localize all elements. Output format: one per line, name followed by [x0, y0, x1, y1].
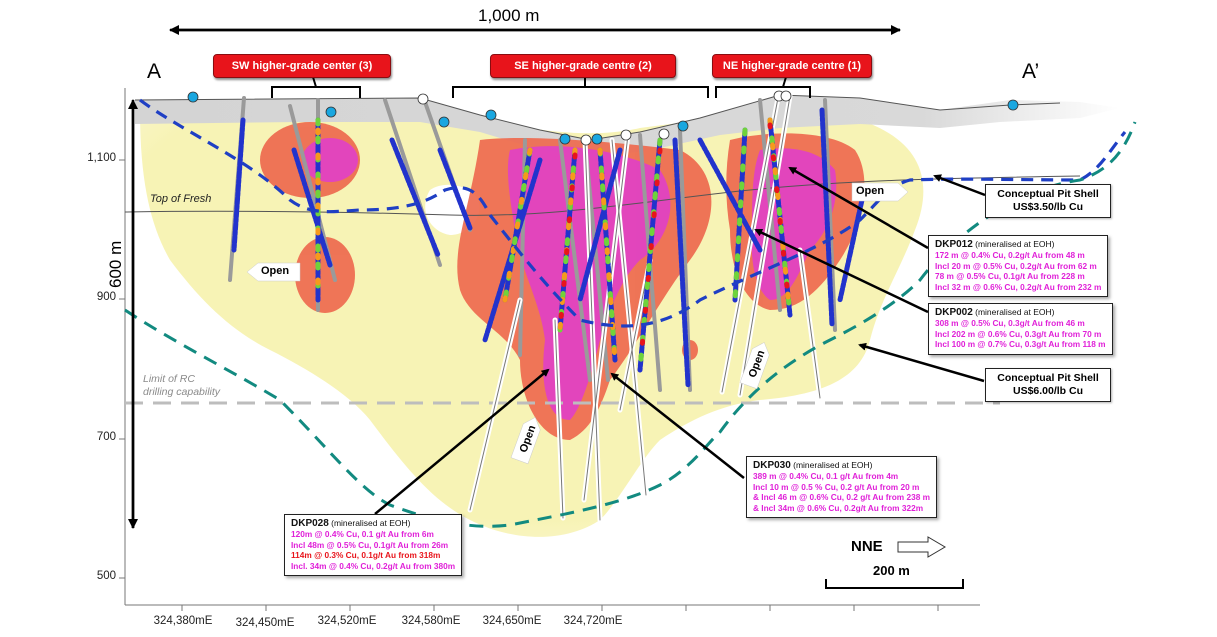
centre-brackets [271, 76, 811, 98]
y-tick: 500 [96, 570, 116, 582]
drillhole-callout-dkp030: DKP030 (mineralised at EOH) 389 m @ 0.4%… [746, 456, 937, 519]
pit-shell-600 [124, 121, 1137, 528]
intercept: Incl 48m @ 0.5% Cu, 0.1g/t Au from 26m [291, 539, 449, 550]
section-end-label: A’ [1022, 60, 1040, 83]
height-annotation: 600 m [106, 240, 125, 288]
x-tick: 324,720mE [563, 615, 623, 627]
intercept: 120m @ 0.4% Cu, 0.1 g/t Au from 6m [291, 529, 434, 540]
rc-limit-line2: drilling capability [143, 386, 221, 398]
x-tick: 324,520mE [317, 615, 377, 627]
pit-shell-600-title: Conceptual Pit Shell [997, 372, 1099, 384]
pit-shell-350-label: Conceptual Pit Shell US$3.50/lb Cu [985, 184, 1111, 218]
open-tags [246, 182, 909, 465]
x-tick: 324,450mE [235, 617, 295, 629]
intercept: Incl 100 m @ 0.7% Cu, 0.3g/t Au from 118… [935, 339, 1106, 350]
drillhole-id: DKP030 [753, 460, 791, 471]
x-tick: 324,380mE [153, 615, 213, 627]
centre-label-sw: SW higher-grade center (3) [213, 54, 391, 78]
section-start-label: A [147, 60, 162, 83]
drill-traces [228, 93, 865, 523]
drillhole-id: DKP028 [291, 518, 329, 529]
scale-bar [825, 579, 964, 589]
intercept: Incl. 34m @ 0.4% Cu, 0.2g/t Au from 380m [291, 560, 456, 571]
y-tick: 700 [96, 431, 116, 443]
open-label-east: Open [856, 185, 885, 197]
intercept: 172 m @ 0.4% Cu, 0.2g/t Au from 48 m [935, 250, 1085, 261]
drillhole-note: (mineralised at EOH) [793, 460, 873, 470]
direction-label: NNE [851, 538, 883, 555]
drillhole-callout-dkp012: DKP012 (mineralised at EOH) 172 m @ 0.4%… [928, 235, 1109, 298]
cover-layer [135, 95, 1120, 158]
y-tick: 1,100 [87, 152, 116, 164]
drillhole-note: (mineralised at EOH) [975, 307, 1055, 317]
top-of-fresh-label: Top of Fresh [150, 193, 212, 205]
x-tick: 324,580mE [401, 615, 461, 627]
collars [187, 90, 1019, 146]
open-label-west: Open [261, 265, 290, 277]
intercept: & Incl 34m @ 0.6% Cu, 0.2g/t Au from 322… [753, 502, 924, 513]
y-tick: 900 [96, 291, 116, 303]
leader-lines [374, 166, 986, 515]
pit-shell-600-label: Conceptual Pit Shell US$6.00/lb Cu [985, 368, 1111, 402]
drillhole-note: (mineralised at EOH) [331, 518, 411, 528]
intercept: & Incl 46 m @ 0.6% Cu, 0.2 g/t Au from 2… [753, 492, 930, 503]
centre-label-ne: NE higher-grade centre (1) [712, 54, 872, 78]
intercept: 114m @ 0.3% Cu, 0.1g/t Au from 318m [291, 550, 441, 561]
rc-limit-label: Limit of RC drilling capability [143, 373, 220, 399]
drillhole-note: (mineralised at EOH) [975, 239, 1055, 249]
pit-shell-350-title: Conceptual Pit Shell [997, 188, 1099, 200]
intercept: 78 m @ 0.5% Cu, 0.1g/t Au from 228 m [935, 271, 1085, 282]
north-arrow-icon [897, 536, 946, 558]
intercept: 308 m @ 0.5% Cu, 0.3g/t Au from 46 m [935, 318, 1085, 329]
axes [119, 88, 980, 611]
x-tick: 324,650mE [482, 615, 542, 627]
pit-shell-350 [139, 98, 1127, 328]
rc-limit-line1: Limit of RC [143, 373, 195, 385]
width-annotation: 1,000 m [478, 6, 540, 25]
pit-shell-600-price: US$6.00/lb Cu [1012, 385, 1084, 397]
drillhole-callout-dkp002: DKP002 (mineralised at EOH) 308 m @ 0.5%… [928, 303, 1113, 355]
pit-shell-350-price: US$3.50/lb Cu [1012, 201, 1084, 213]
intercept: Incl 20 m @ 0.5% Cu, 0.2g/t Au from 62 m [935, 260, 1097, 271]
intercept: Incl 10 m @ 0.5 % Cu, 0.2 g/t Au from 20… [753, 481, 920, 492]
scale-bar-label: 200 m [873, 563, 910, 578]
intercept: Incl 202 m @ 0.6% Cu, 0.3g/t Au from 70 … [935, 328, 1102, 339]
drillhole-callout-dkp028: DKP028 (mineralised at EOH) 120m @ 0.4% … [284, 514, 463, 577]
drillhole-id: DKP002 [935, 307, 973, 318]
intercept: 389 m @ 0.4% Cu, 0.1 g/t Au from 4m [753, 471, 899, 482]
intercept: Incl 32 m @ 0.6% Cu, 0.2g/t Au from 232 … [935, 281, 1102, 292]
drillhole-id: DKP012 [935, 239, 973, 250]
centre-label-se: SE higher-grade centre (2) [490, 54, 676, 78]
